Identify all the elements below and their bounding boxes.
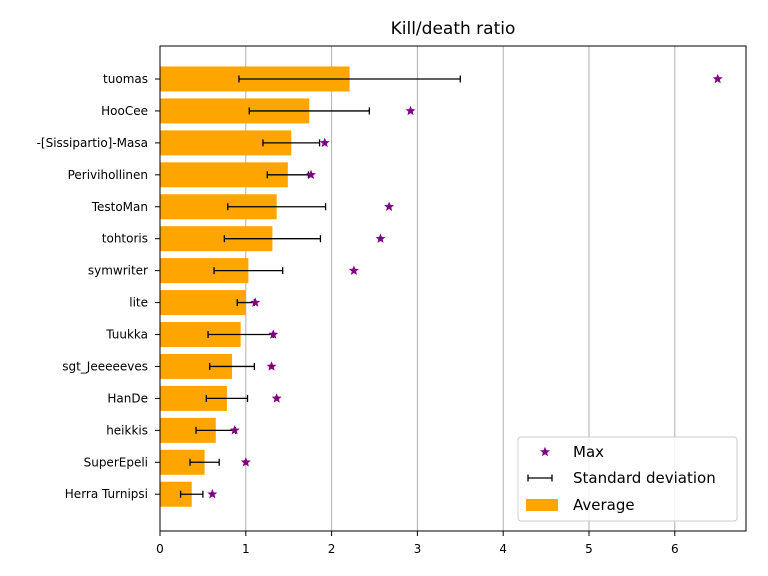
bars	[160, 66, 350, 507]
max-marker-6	[348, 265, 359, 275]
max-marker-7	[250, 297, 261, 307]
player-label-10: HanDe	[107, 391, 148, 405]
max-marker-8	[268, 329, 279, 339]
max-marker-9	[266, 361, 277, 371]
x-axis: 0 1 2 3 4 5 6	[156, 531, 679, 556]
std-errorbar-6	[213, 267, 284, 275]
max-marker-11	[229, 425, 240, 435]
max-marker-2	[319, 137, 330, 148]
plot-frame	[159, 45, 747, 532]
average-bar-3	[160, 162, 288, 188]
max-marker-3	[306, 169, 316, 180]
legend-label: Standard deviation	[573, 469, 716, 487]
player-label-0: tuomas	[103, 72, 148, 86]
max-marker-13	[207, 489, 218, 499]
y-axis: tuomas HooCee -[Sissipartio]-Masa Perivihol…	[37, 72, 160, 501]
player-label-5: tohtoris	[102, 232, 148, 246]
x-tick-label-1: 1	[242, 542, 250, 556]
chart-title: Kill/death ratio	[391, 19, 516, 39]
legend-item-max: Max	[540, 443, 604, 461]
std-errorbar-10	[205, 394, 249, 402]
player-label-1: HooCee	[101, 104, 148, 118]
legend-item-average: Average	[526, 496, 635, 514]
player-label-2: -[Sissipartio]-Masa	[37, 136, 148, 150]
x-tick-label-3: 3	[414, 542, 422, 556]
player-label-3: Perivihollinen	[68, 168, 148, 182]
legend-label: Max	[573, 443, 604, 461]
legend-label: Average	[573, 496, 635, 514]
legend: Max Standard deviation Average	[517, 436, 738, 522]
player-label-11: heikkis	[106, 423, 148, 437]
max-marker-1	[405, 105, 416, 116]
max-marker-5	[375, 233, 386, 243]
player-label-12: SuperEpeli	[84, 455, 148, 469]
std-errorbar-5	[223, 235, 322, 243]
player-label-13: Herra Turnipsi	[65, 487, 148, 501]
max-markers	[207, 73, 723, 499]
max-marker-12	[240, 457, 251, 467]
std-errorbar-13	[179, 490, 204, 498]
std-errorbar-4	[227, 203, 327, 211]
std-errorbar-2	[262, 139, 321, 147]
x-tick-label-2: 2	[328, 542, 336, 556]
x-tick-label-5: 5	[585, 542, 593, 556]
x-tick-label-0: 0	[156, 542, 164, 556]
x-tick-label-6: 6	[671, 542, 679, 556]
player-label-4: TestoMan	[91, 200, 148, 214]
std-errorbar-9	[209, 362, 256, 370]
player-label-7: lite	[129, 296, 148, 310]
std-errorbar-1	[248, 107, 370, 115]
x-tick-label-4: 4	[499, 542, 507, 556]
max-marker-10	[271, 393, 282, 403]
max-marker-0	[712, 73, 723, 84]
player-label-6: symwriter	[88, 264, 148, 278]
std-errorbar-0	[238, 75, 461, 83]
legend-item-standard-deviation: Standard deviation	[527, 469, 716, 487]
max-marker-4	[384, 201, 395, 211]
average-bar-7	[160, 290, 246, 316]
player-label-8: Tuukka	[105, 328, 148, 342]
player-label-9: sgt_Jeeeeeves	[62, 359, 148, 373]
std-errorbar-12	[189, 458, 220, 466]
legend-box	[517, 436, 738, 522]
